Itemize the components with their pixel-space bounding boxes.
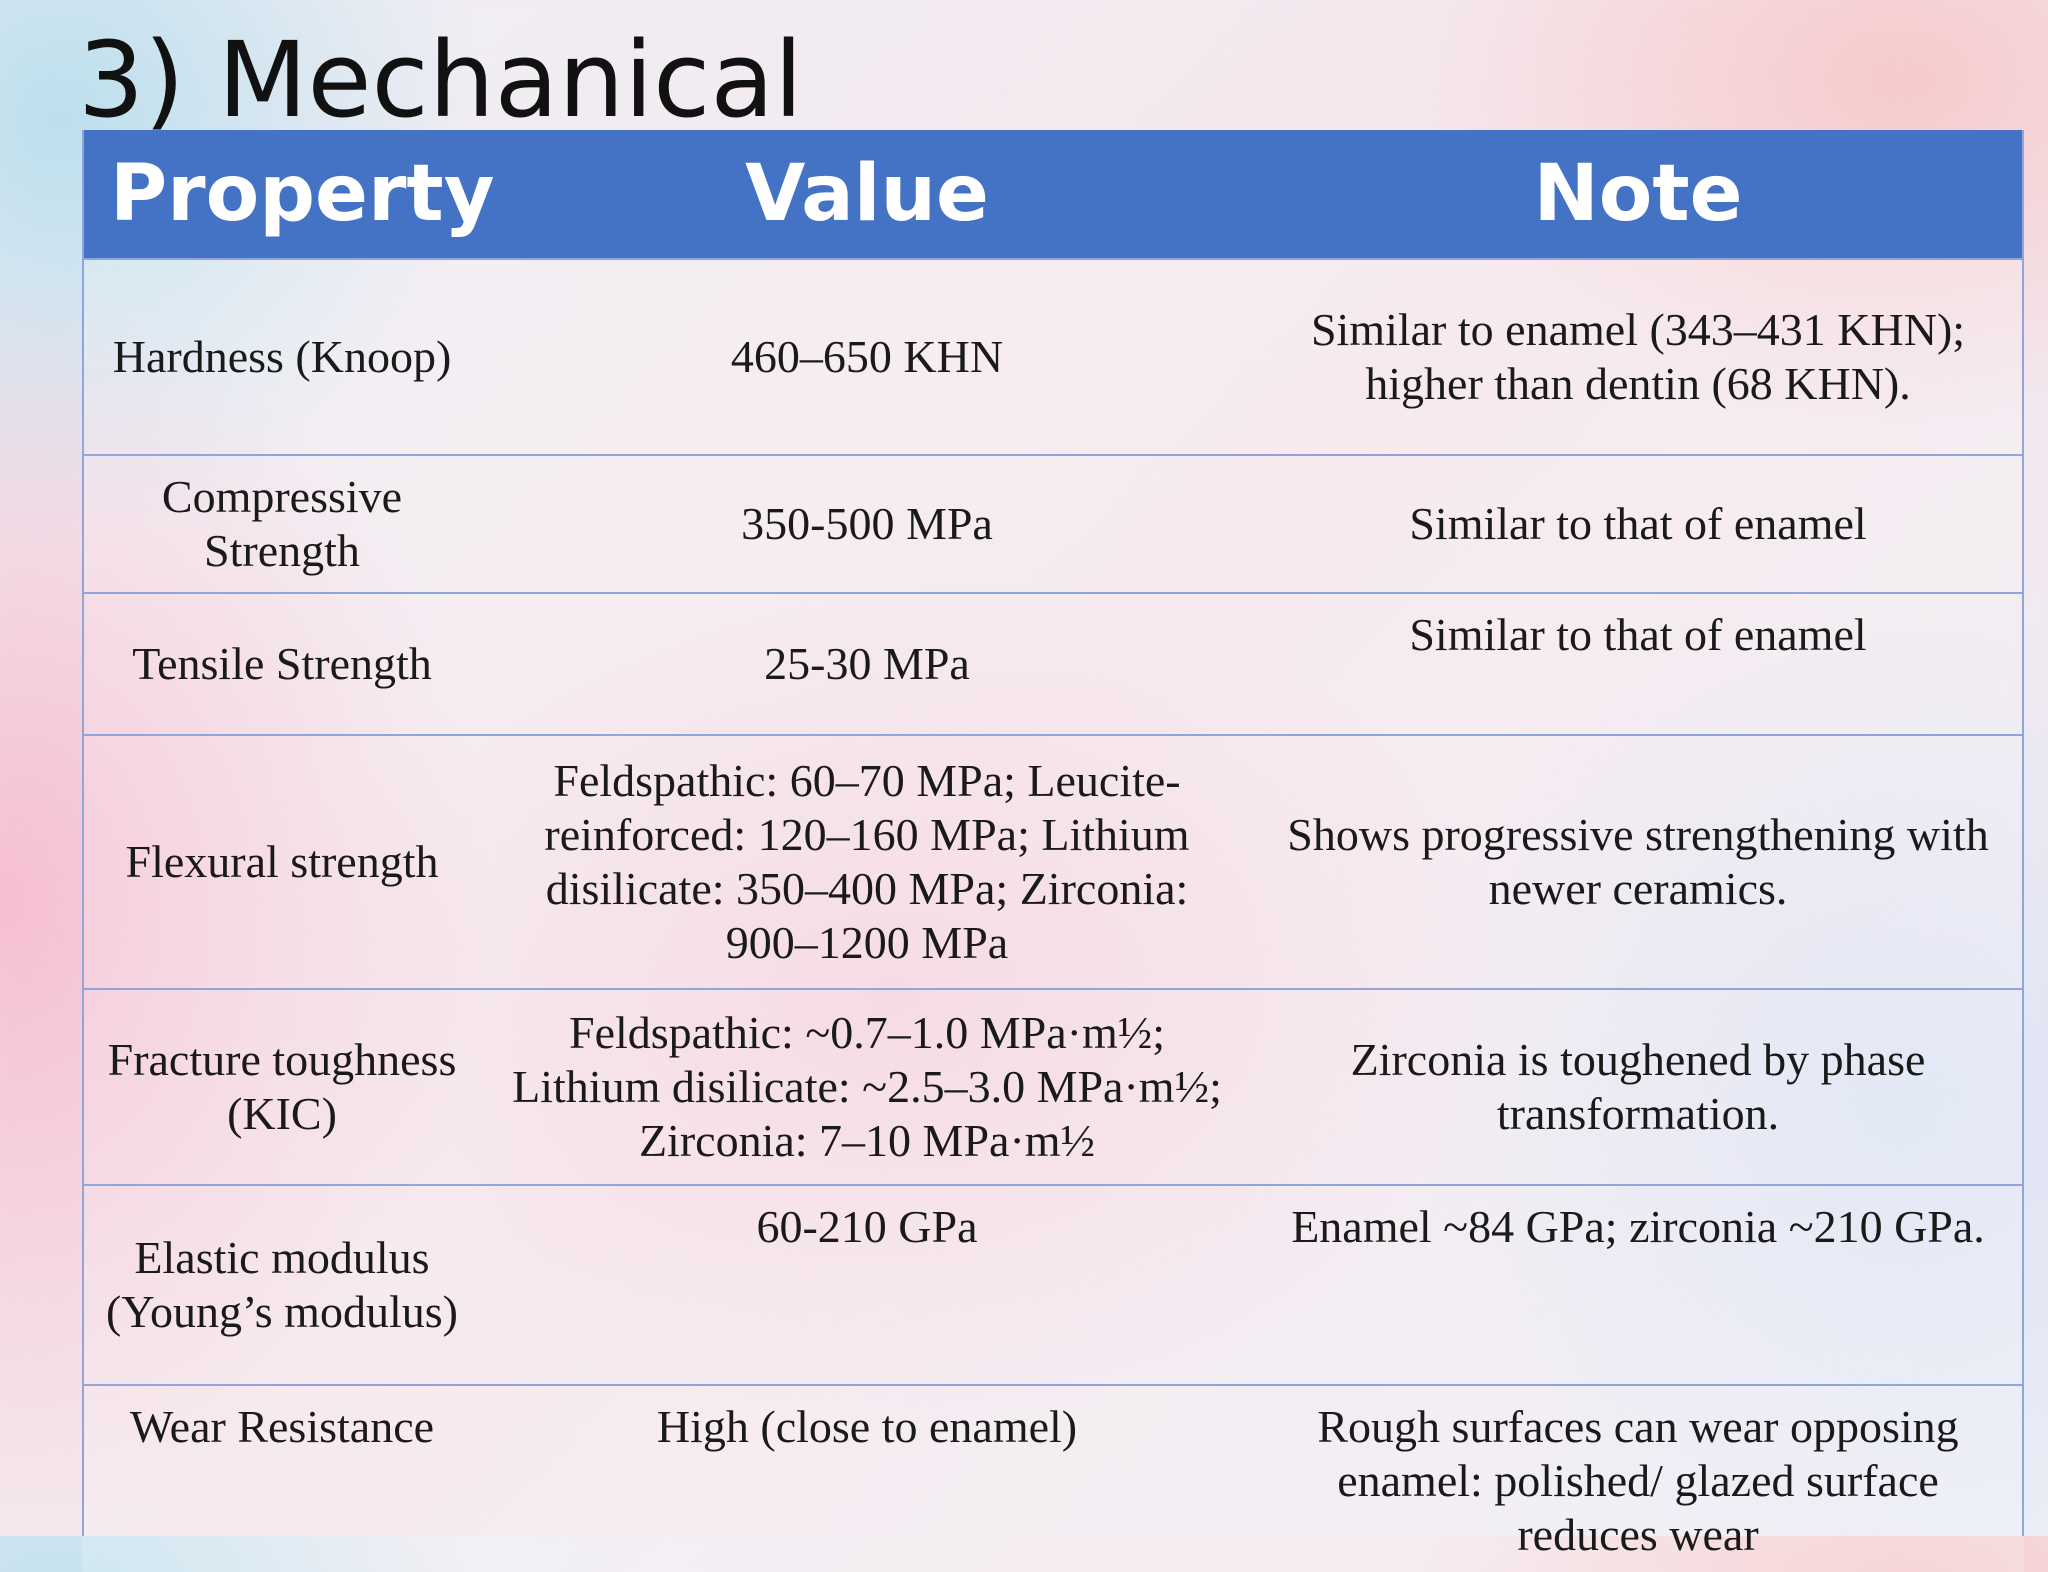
table-header-row: Property Value Note — [82, 130, 2024, 259]
property-cell: Fracture toughness (KIC) — [82, 988, 482, 1185]
property-cell: Hardness (Knoop) — [82, 258, 482, 455]
table-row: Fracture toughness (KIC) Feldspathic: ~0… — [82, 988, 2024, 1185]
column-header-value: Value — [482, 130, 1252, 259]
note-cell: Similar to enamel (343–431 KHN); higher … — [1252, 258, 2024, 455]
property-cell: Compressive Strength — [82, 454, 482, 593]
mechanical-properties-table: Property Value Note Hardness (Knoop) 460… — [82, 130, 2024, 1572]
table-row: Compressive Strength 350-500 MPa Similar… — [82, 454, 2024, 593]
table-row: Wear Resistance High (close to enamel) R… — [82, 1384, 2024, 1572]
note-cell: Similar to that of enamel — [1252, 454, 2024, 593]
value-cell: 25-30 MPa — [482, 592, 1252, 735]
column-header-property: Property — [82, 130, 495, 259]
note-cell: Rough surfaces can wear opposing enamel:… — [1252, 1384, 2024, 1572]
table-right-border — [2022, 130, 2024, 1536]
table-left-border — [82, 130, 84, 1536]
value-cell: 350-500 MPa — [482, 454, 1252, 593]
property-cell: Wear Resistance — [82, 1384, 482, 1572]
table-row: Flexural strength Feldspathic: 60–70 MPa… — [82, 734, 2024, 989]
note-cell: Zirconia is toughened by phase transform… — [1252, 988, 2024, 1185]
note-cell: Shows progressive strengthening with new… — [1252, 734, 2024, 989]
column-header-note: Note — [1252, 130, 2024, 259]
property-cell: Elastic modulus (Young’s modulus) — [82, 1184, 482, 1385]
table-row: Hardness (Knoop) 460–650 KHN Similar to … — [82, 258, 2024, 455]
table-row: Elastic modulus (Young’s modulus) 60-210… — [82, 1184, 2024, 1385]
value-cell: Feldspathic: 60–70 MPa; Leucite-reinforc… — [482, 734, 1252, 989]
property-cell: Tensile Strength — [82, 592, 482, 735]
property-cell: Flexural strength — [82, 734, 482, 989]
note-cell: Enamel ~84 GPa; zirconia ~210 GPa. — [1252, 1184, 2024, 1385]
value-cell: Feldspathic: ~0.7–1.0 MPa·m½; Lithium di… — [482, 988, 1252, 1185]
value-cell: 60-210 GPa — [482, 1184, 1252, 1385]
value-cell: High (close to enamel) — [482, 1384, 1252, 1572]
slide-title: 3) Mechanical — [78, 19, 803, 141]
value-cell: 460–650 KHN — [482, 258, 1252, 455]
note-cell: Similar to that of enamel — [1252, 592, 2024, 735]
table-row: Tensile Strength 25-30 MPa Similar to th… — [82, 592, 2024, 735]
